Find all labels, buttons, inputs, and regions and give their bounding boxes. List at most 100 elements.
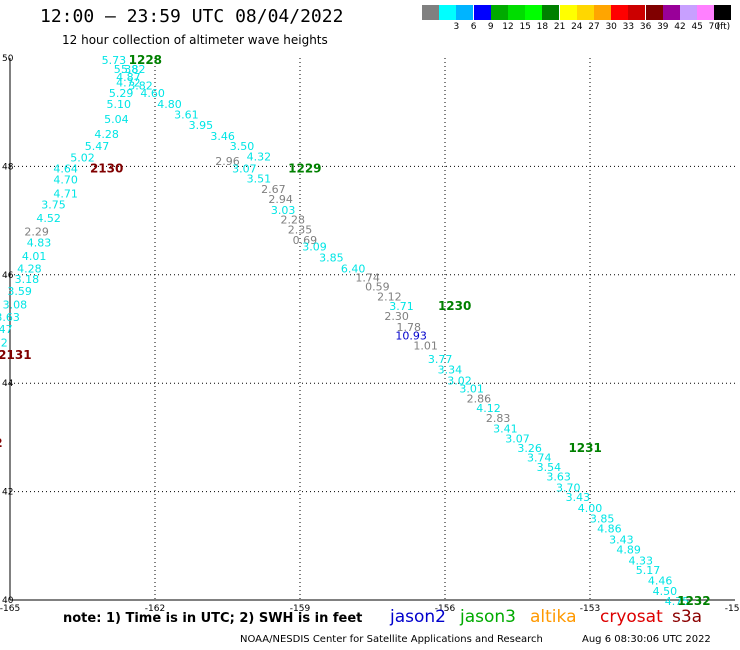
lon-tick-label: -162: [145, 604, 165, 614]
swh-value: 3.61: [174, 108, 199, 121]
legend-swatch: [697, 5, 715, 20]
legend-swatch: [680, 5, 697, 20]
legend-unit: (ft): [716, 22, 731, 32]
swh-value: 3.50: [230, 140, 255, 153]
legend-swatch: [422, 5, 439, 20]
swh-value: 1.74: [355, 272, 380, 285]
swh-value: 4.28: [17, 262, 42, 275]
lon-tick-label: -153: [580, 604, 600, 614]
satellite-jason2: jason2: [390, 607, 446, 627]
swh-value: 4.32: [247, 151, 272, 164]
pass-time-label: 2132: [0, 436, 3, 450]
swh-value: 3.71: [389, 300, 414, 313]
swh-value: 1.01: [413, 339, 438, 352]
swh-value: 3.77: [428, 353, 453, 366]
satellite-s3a: s3a: [672, 607, 703, 627]
legend-label: 21: [553, 22, 566, 32]
swh-value: 2.29: [24, 225, 49, 238]
legend-swatch: [594, 5, 611, 20]
legend-label: 24: [571, 22, 583, 32]
swh-value: 5.29: [109, 87, 134, 100]
swh-value: 2.35: [288, 223, 313, 236]
swh-value: 3.74: [527, 451, 552, 464]
swh-value: 5.82: [121, 63, 146, 76]
legend-label: 27: [588, 22, 600, 32]
legend-label: 70: [708, 22, 721, 32]
swh-value: 3.51: [247, 172, 272, 185]
swh-value: 3.70: [556, 481, 581, 494]
pass-time-label: 1229: [288, 162, 321, 176]
swh-value: 3.43: [566, 491, 591, 504]
swh-value: 5.02: [70, 152, 95, 165]
legend-swatch: [628, 5, 646, 20]
swh-value: 5.10: [107, 98, 132, 111]
swh-value: 4.50: [653, 585, 678, 598]
swh-value: 4.83: [27, 236, 52, 249]
legend-swatch: [456, 5, 474, 20]
swh-value: 2.96: [215, 155, 240, 168]
swh-value: 3.85: [590, 513, 615, 526]
swh-value: 3.01: [459, 383, 484, 396]
legend-swatch: [645, 5, 663, 20]
swh-value: 4.72: [116, 76, 141, 89]
legend-label: 33: [622, 22, 635, 32]
swh-value: 4.71: [53, 188, 78, 201]
legend-label: 3: [453, 22, 460, 32]
swh-value: 3.46: [210, 130, 235, 143]
lat-tick-label: 44: [2, 379, 14, 389]
lon-tick-label: -165: [0, 604, 20, 614]
swh-value: 3.08: [3, 299, 28, 312]
swh-value: 0.59: [365, 281, 390, 294]
legend-label: 36: [639, 22, 652, 32]
legend-swatch: [662, 5, 680, 20]
legend-swatch: [490, 5, 508, 20]
swh-value: 3.18: [15, 273, 40, 286]
swh-value: 4.46: [648, 574, 673, 587]
swh-value: 3.47: [0, 323, 13, 336]
legend-swatch: [508, 5, 525, 20]
swh-value: 3.63: [546, 470, 571, 483]
pass-time-label: 1231: [568, 441, 601, 455]
swh-value: 3.07: [232, 163, 257, 176]
pass-time-label: 1232: [677, 594, 710, 608]
legend-swatch: [576, 5, 594, 20]
swh-value: 3.07: [505, 432, 530, 445]
legend-label: 6: [470, 22, 477, 32]
lat-tick-label: 48: [2, 162, 14, 172]
satellite-altika: altika: [530, 607, 577, 627]
legend-label: 30: [605, 22, 617, 32]
swh-value: 1.78: [397, 321, 422, 334]
swh-value: 3.41: [493, 423, 518, 436]
swh-value: 3.95: [189, 119, 214, 132]
swh-value: 4.01: [22, 250, 47, 263]
credit-text: NOAA/NESDIS Center for Satellite Applica…: [240, 634, 543, 645]
swh-value: 4.89: [616, 544, 641, 557]
legend-label: 12: [502, 22, 514, 32]
footer-note: note: 1) Time is in UTC; 2) SWH is in fe…: [63, 611, 363, 626]
swh-value: 3.34: [438, 364, 463, 377]
swh-value: 4.64: [53, 163, 78, 176]
swh-value: 3.03: [271, 204, 296, 217]
timestamp-text: Aug 6 08:30:06 UTC 2022: [582, 634, 711, 645]
lat-tick-label: 40: [2, 596, 14, 606]
legend-swatch: [542, 5, 560, 20]
swh-value: 3.59: [7, 285, 32, 298]
lon-tick-label: -150: [725, 604, 740, 614]
swh-value: 4.28: [94, 128, 119, 141]
swh-value: 4.75: [665, 595, 690, 608]
swh-value: 3.85: [319, 251, 344, 264]
legend-label: 39: [657, 22, 669, 32]
swh-value: 2.48: [0, 349, 1, 362]
lat-tick-label: 46: [2, 271, 14, 281]
swh-value: 4.60: [140, 87, 165, 100]
legend-label: 15: [519, 22, 531, 32]
swh-value: 4.52: [36, 212, 61, 225]
swh-value: 4.12: [476, 402, 501, 415]
legend-label: 45: [691, 22, 703, 32]
swh-value: 4.86: [597, 522, 622, 535]
pass-time-label: 1230: [438, 299, 471, 313]
swh-value: 2.28: [281, 214, 306, 227]
lat-tick-label: 42: [2, 488, 13, 498]
swh-value: 2.86: [467, 392, 492, 405]
